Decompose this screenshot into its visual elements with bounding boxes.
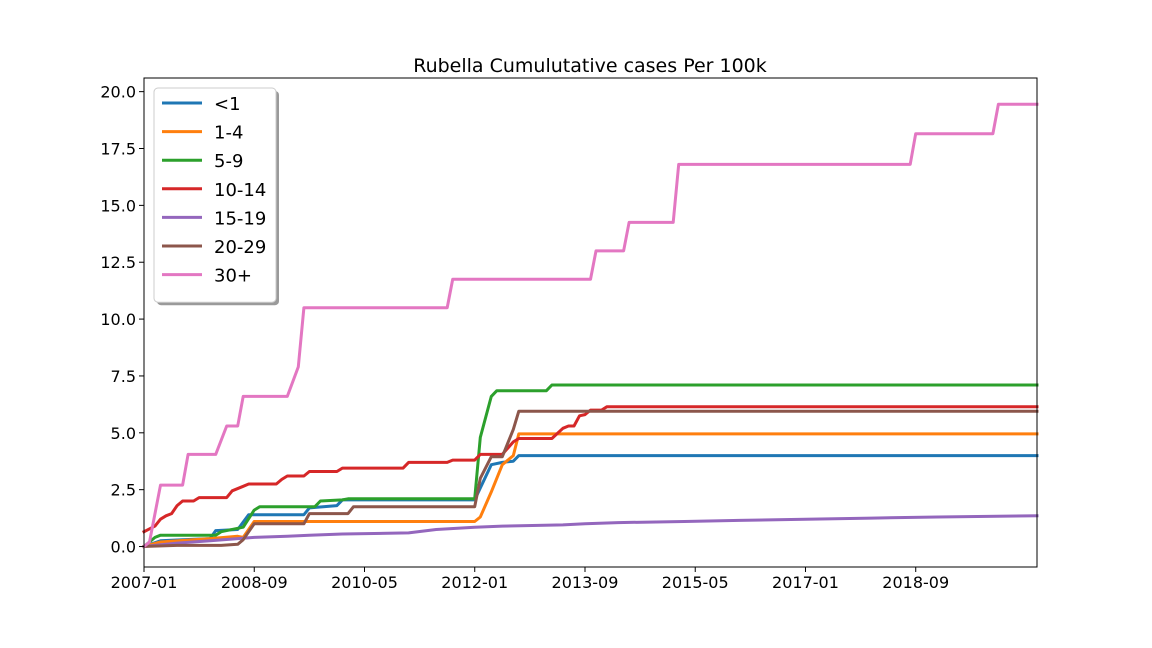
legend-label-3: 10-14: [214, 180, 266, 201]
series-line-6: [141, 102, 1039, 549]
series-line-2: [141, 383, 1039, 549]
legend-label-6: 30+: [214, 266, 252, 287]
y-tick-label-4: 10.0: [100, 310, 136, 329]
y-axis: 0.0 2.5 5.0 7.5 10.0 12.5 15.0 17.5 20.0: [100, 83, 144, 557]
x-tick-label-5: 2015-05: [662, 573, 729, 592]
x-tick-label-1: 2008-09: [221, 573, 288, 592]
series-line-3: [141, 405, 1039, 534]
x-tick-label-0: 2007-01: [111, 573, 178, 592]
x-tick-label-7: 2018-09: [882, 573, 949, 592]
plot-frame: [143, 77, 1038, 568]
y-tick-label-2: 5.0: [111, 424, 136, 443]
x-tick-label-2: 2010-05: [331, 573, 398, 592]
legend-label-4: 15-19: [214, 208, 266, 229]
legend: <1 1-4 5-9 10-14 15-19 20-29 30+: [153, 87, 279, 306]
legend-label-2: 5-9: [214, 151, 243, 172]
x-tick-label-3: 2012-01: [441, 573, 508, 592]
x-tick-label-4: 2013-09: [552, 573, 619, 592]
legend-label-5: 20-29: [214, 237, 266, 258]
y-tick-label-0: 0.0: [111, 538, 136, 557]
y-tick-label-1: 2.5: [111, 481, 136, 500]
series-layer: [141, 102, 1039, 549]
y-tick-label-5: 12.5: [100, 253, 136, 272]
y-tick-label-7: 17.5: [100, 140, 136, 159]
x-tick-label-6: 2017-01: [772, 573, 839, 592]
series-line-5: [142, 409, 1039, 549]
legend-label-1: 1-4: [214, 123, 243, 144]
legend-box: [153, 87, 277, 303]
y-tick-label-8: 20.0: [100, 83, 136, 102]
chart-title: Rubella Cumulutative cases Per 100k: [413, 55, 767, 77]
y-tick-label-3: 7.5: [111, 367, 136, 386]
series-line-1: [142, 432, 1039, 549]
series-line-0: [142, 454, 1039, 549]
x-axis: 2007-01 2008-09 2010-05 2012-01 2013-09 2015-…: [111, 567, 949, 592]
y-tick-label-6: 15.0: [100, 196, 136, 215]
legend-label-0: <1: [214, 94, 241, 115]
series-line-4: [142, 514, 1039, 549]
